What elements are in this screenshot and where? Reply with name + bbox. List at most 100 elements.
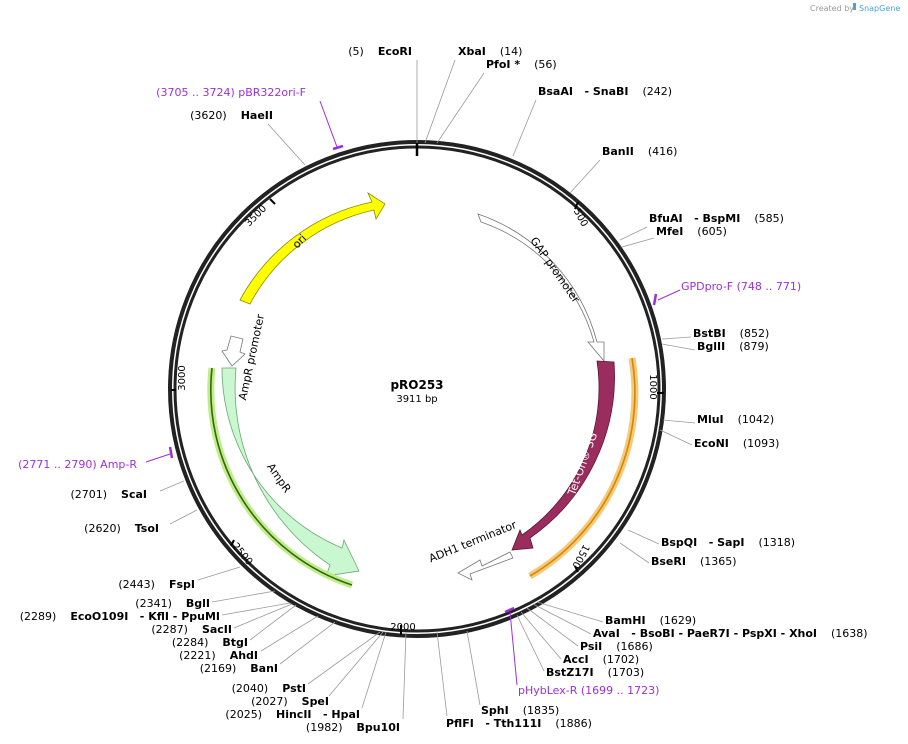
feature-ampr-promoter[interactable] bbox=[221, 335, 246, 367]
primer-leader-line bbox=[319, 100, 338, 148]
restriction-site-label[interactable]: (2620) TsoI bbox=[84, 522, 159, 535]
site-name: BglII bbox=[697, 340, 725, 353]
restriction-site-label[interactable]: (2443) FspI bbox=[118, 578, 195, 591]
restriction-site-label[interactable]: PsiI (1686) bbox=[580, 640, 653, 653]
site-name: BamHI bbox=[605, 614, 646, 627]
site-name: BseRI bbox=[651, 555, 686, 568]
site-position: (852) bbox=[726, 327, 770, 340]
site-position: (1982) bbox=[306, 721, 357, 734]
site-name: BfuAI bbox=[649, 212, 683, 225]
site-name: SpeI bbox=[302, 695, 329, 708]
site-name: BglI bbox=[186, 597, 210, 610]
site-name: SphI bbox=[481, 704, 509, 717]
restriction-site-label[interactable]: AvaI - BsoBI - PaeR7I - PspXI - XhoI (16… bbox=[593, 627, 868, 640]
site-position: (2169) bbox=[200, 662, 251, 675]
feature-tet-on-3g[interactable] bbox=[511, 360, 615, 551]
restriction-site-label[interactable]: BfuAI - BspMI (585) bbox=[649, 212, 784, 225]
site-name-extra: - BspMI bbox=[683, 212, 741, 225]
restriction-site-label[interactable]: PfoI * (56) bbox=[486, 58, 557, 71]
primer-leader-line bbox=[145, 453, 171, 463]
restriction-site-label[interactable]: (2289) EcoO109I - KflI - PpuMI bbox=[20, 610, 220, 623]
feature-green-arc-line bbox=[209, 367, 353, 586]
primer-label[interactable]: pHybLex-R (1699 .. 1723) bbox=[518, 684, 659, 697]
feature-ori[interactable] bbox=[239, 191, 386, 305]
site-position: (14) bbox=[486, 45, 523, 58]
created-by-label: Created by bbox=[810, 4, 854, 13]
restriction-site-label[interactable]: (2027) SpeI bbox=[251, 695, 329, 708]
feature-adh1-terminator[interactable] bbox=[457, 551, 514, 581]
restriction-site-label[interactable]: (3620) HaeII bbox=[190, 109, 273, 122]
site-name: HaeII bbox=[241, 109, 273, 122]
restriction-site-label[interactable]: EcoNI (1093) bbox=[694, 437, 779, 450]
primer-label[interactable]: GPDpro-F (748 .. 771) bbox=[681, 280, 801, 293]
restriction-site-label[interactable]: XbaI (14) bbox=[458, 45, 522, 58]
site-name: AvaI bbox=[593, 627, 620, 640]
position-tick-mark bbox=[230, 539, 235, 547]
restriction-site-label[interactable]: MluI (1042) bbox=[697, 413, 774, 426]
restriction-site-label[interactable]: (2169) BanI bbox=[200, 662, 278, 675]
primer-binding-mark bbox=[652, 293, 658, 306]
primer-label[interactable]: (3705 .. 3724) pBR322ori-F bbox=[156, 86, 306, 99]
site-name: XbaI bbox=[458, 45, 486, 58]
restriction-site-label[interactable]: (1982) Bpu10I bbox=[306, 721, 400, 734]
site-name: PsiI bbox=[580, 640, 602, 653]
restriction-site-label[interactable]: BseRI (1365) bbox=[651, 555, 737, 568]
site-name-extra: - Tth111I bbox=[474, 717, 542, 730]
site-position: (2443) bbox=[118, 578, 169, 591]
restriction-site-label[interactable]: BamHI (1629) bbox=[605, 614, 696, 627]
site-leader-line bbox=[424, 59, 456, 144]
site-name-extra: - HpaI bbox=[312, 708, 360, 721]
site-leader-line bbox=[520, 611, 562, 660]
restriction-site-label[interactable]: BanII (416) bbox=[602, 145, 677, 158]
position-tick-mark bbox=[574, 565, 579, 573]
site-leader-line bbox=[512, 99, 537, 157]
site-leader-line bbox=[267, 123, 306, 166]
site-position: (1835) bbox=[509, 704, 560, 717]
restriction-site-label[interactable]: (2701) ScaI bbox=[70, 488, 147, 501]
feature-gap-promoter[interactable] bbox=[477, 213, 605, 363]
site-name: EcoNI bbox=[694, 437, 729, 450]
restriction-site-label[interactable]: (2341) BglI bbox=[135, 597, 210, 610]
restriction-site-label[interactable]: MfeI (605) bbox=[656, 225, 727, 238]
site-name: BsaAI bbox=[538, 85, 573, 98]
primer-leader-line bbox=[509, 611, 518, 686]
site-name: AhdI bbox=[230, 649, 258, 662]
primer-label[interactable]: (2771 .. 2790) Amp-R bbox=[18, 458, 137, 471]
site-position: (2287) bbox=[151, 623, 202, 636]
feature-label: Tet-On® 3G bbox=[565, 431, 600, 498]
site-leader-line bbox=[436, 72, 485, 144]
restriction-site-label[interactable]: (2040) PstI bbox=[232, 682, 306, 695]
site-leader-line bbox=[402, 631, 407, 720]
site-position: (1886) bbox=[541, 717, 592, 730]
site-name-extra: - BsoBI - PaeR7I - PspXI - XhoI bbox=[620, 627, 817, 640]
restriction-site-label[interactable]: BstZ17I (1703) bbox=[546, 666, 644, 679]
restriction-site-label[interactable]: BstBI (852) bbox=[693, 327, 769, 340]
restriction-site-label[interactable]: AccI (1702) bbox=[563, 653, 639, 666]
position-tick-mark bbox=[269, 198, 276, 205]
primer-binding-mark bbox=[168, 446, 174, 459]
feature-ampr[interactable] bbox=[221, 367, 360, 577]
site-position: (2221) bbox=[179, 649, 230, 662]
restriction-site-label[interactable]: (2284) BtgI bbox=[172, 636, 248, 649]
restriction-site-label[interactable]: (2221) AhdI bbox=[179, 649, 258, 662]
restriction-site-label[interactable]: (2287) SacII bbox=[151, 623, 232, 636]
restriction-site-label[interactable]: (2025) HincII - HpaI bbox=[225, 708, 360, 721]
site-name: PfoI * bbox=[486, 58, 520, 71]
site-name: PflFI bbox=[446, 717, 474, 730]
restriction-site-label[interactable]: (5) EcoRI bbox=[348, 45, 412, 58]
site-leader-line bbox=[662, 419, 696, 424]
labels-layer: (5) EcoRI XbaI (14)PfoI * (56) BsaAI - Sna… bbox=[18, 45, 868, 734]
restriction-site-label[interactable]: PflFI - Tth111I (1886) bbox=[446, 717, 592, 730]
restriction-site-label[interactable]: BglII (879) bbox=[697, 340, 769, 353]
site-position: (3620) bbox=[190, 109, 241, 122]
site-position: (2284) bbox=[172, 636, 223, 649]
restriction-site-label[interactable]: BspQI - SapI (1318) bbox=[661, 536, 795, 549]
site-leader-line bbox=[619, 226, 648, 241]
site-position: (2040) bbox=[232, 682, 283, 695]
site-leader-line bbox=[466, 630, 481, 706]
restriction-site-label[interactable]: BsaAI - SnaBI (242) bbox=[538, 85, 672, 98]
site-position: (585) bbox=[740, 212, 784, 225]
restriction-site-label[interactable]: SphI (1835) bbox=[481, 704, 559, 717]
